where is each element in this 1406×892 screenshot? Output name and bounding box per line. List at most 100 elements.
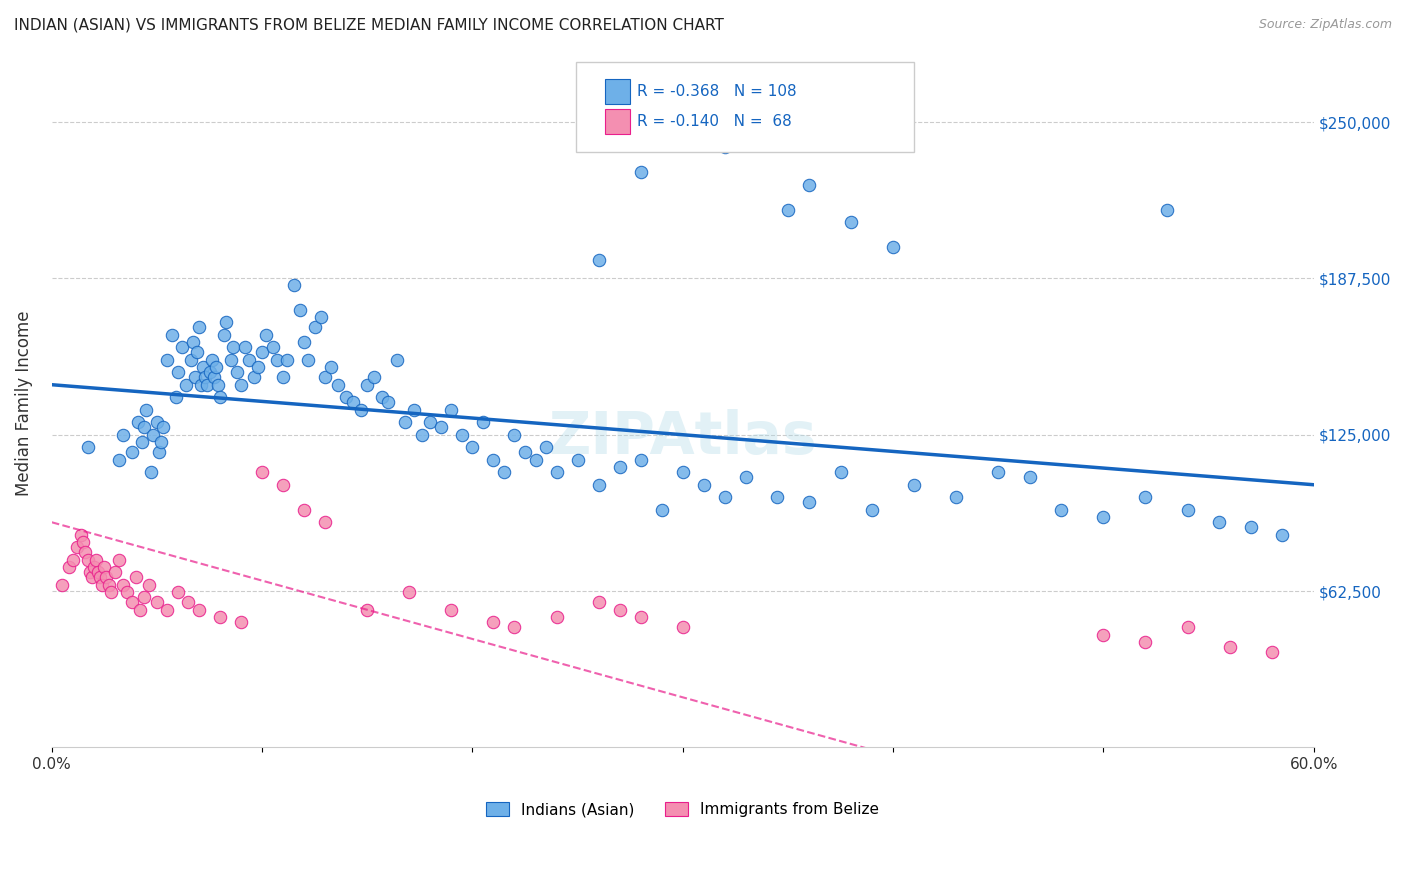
Point <box>398 585 420 599</box>
Point <box>672 620 695 634</box>
Point <box>1208 515 1230 529</box>
Point <box>72 535 94 549</box>
Point <box>588 252 610 267</box>
Point <box>451 427 474 442</box>
Point <box>156 603 179 617</box>
Point <box>83 560 105 574</box>
Point <box>1050 502 1073 516</box>
Point <box>229 615 252 630</box>
Point <box>225 365 247 379</box>
Point <box>146 595 169 609</box>
Point <box>142 427 165 442</box>
Point <box>194 370 217 384</box>
Point <box>1219 640 1241 655</box>
Point <box>471 415 494 429</box>
Point <box>242 370 264 384</box>
Point <box>266 352 288 367</box>
Point <box>335 390 357 404</box>
Point <box>204 360 226 375</box>
Point <box>104 566 127 580</box>
Point <box>146 415 169 429</box>
Point <box>181 335 204 350</box>
Point <box>356 377 378 392</box>
Point <box>1240 520 1263 534</box>
Text: R = -0.140   N =  68: R = -0.140 N = 68 <box>637 114 792 128</box>
Point <box>176 377 198 392</box>
Point <box>75 545 97 559</box>
Point <box>91 578 114 592</box>
Point <box>254 327 277 342</box>
Point <box>193 360 215 375</box>
Point <box>172 340 194 354</box>
Point <box>342 395 364 409</box>
Point <box>651 502 673 516</box>
Point <box>212 327 235 342</box>
Point <box>108 553 131 567</box>
Point <box>208 610 231 624</box>
Point <box>1018 470 1040 484</box>
Point <box>546 465 568 479</box>
Point <box>402 402 425 417</box>
Point <box>51 578 73 592</box>
Text: ZIPAtlas: ZIPAtlas <box>548 409 817 467</box>
Point <box>714 490 737 504</box>
Point <box>207 377 229 392</box>
Text: R = -0.368   N = 108: R = -0.368 N = 108 <box>637 85 797 99</box>
Point <box>131 435 153 450</box>
Point <box>152 420 174 434</box>
Point <box>250 345 273 359</box>
Point <box>411 427 433 442</box>
Point <box>184 370 207 384</box>
Point <box>221 340 243 354</box>
Point <box>190 377 212 392</box>
Point <box>167 585 190 599</box>
Point <box>1156 202 1178 217</box>
Point <box>84 553 107 567</box>
Point <box>766 490 789 504</box>
Point <box>797 178 820 192</box>
Point <box>201 352 224 367</box>
Point <box>326 377 349 392</box>
Point <box>630 610 652 624</box>
Point <box>987 465 1010 479</box>
Point <box>76 553 98 567</box>
Point <box>385 352 408 367</box>
Point <box>79 566 101 580</box>
Point <box>292 502 315 516</box>
Point <box>309 310 332 325</box>
Point <box>288 302 311 317</box>
Point <box>314 515 336 529</box>
Point <box>197 377 219 392</box>
Point <box>588 477 610 491</box>
Point <box>609 603 631 617</box>
Point <box>156 352 179 367</box>
Point <box>188 320 211 334</box>
Point <box>186 345 208 359</box>
Point <box>356 603 378 617</box>
Point <box>202 370 225 384</box>
Text: Source: ZipAtlas.com: Source: ZipAtlas.com <box>1258 18 1392 31</box>
Point <box>797 495 820 509</box>
Point <box>903 477 925 491</box>
Point <box>714 140 737 154</box>
Point <box>148 445 170 459</box>
Point <box>125 570 148 584</box>
Point <box>292 335 315 350</box>
Text: INDIAN (ASIAN) VS IMMIGRANTS FROM BELIZE MEDIAN FAMILY INCOME CORRELATION CHART: INDIAN (ASIAN) VS IMMIGRANTS FROM BELIZE… <box>14 18 724 33</box>
Legend: Indians (Asian), Immigrants from Belize: Indians (Asian), Immigrants from Belize <box>479 797 886 823</box>
Point <box>134 591 156 605</box>
Point <box>297 352 319 367</box>
Point <box>945 490 967 504</box>
Point <box>66 541 89 555</box>
Point <box>672 465 695 479</box>
Point <box>588 595 610 609</box>
Point <box>283 277 305 292</box>
Point <box>271 477 294 491</box>
Point <box>363 370 385 384</box>
Point <box>97 578 120 592</box>
Point <box>127 415 149 429</box>
Point <box>350 402 373 417</box>
Point <box>546 610 568 624</box>
Point <box>1135 635 1157 649</box>
Point <box>534 440 557 454</box>
